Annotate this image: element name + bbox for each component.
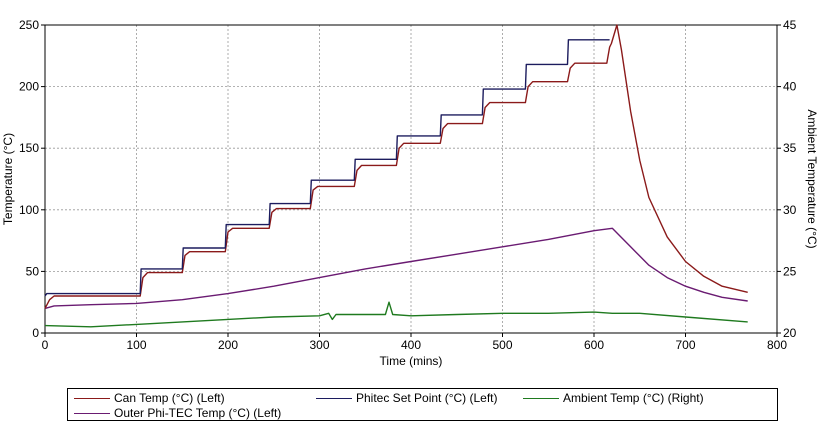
series-line-outer-phi-tec-temp-c-left <box>44 227 748 310</box>
legend-item-ambient: Ambient Temp (°C) (Right) <box>523 391 704 405</box>
legend-swatch <box>523 397 559 399</box>
y2-tick-label: 35 <box>783 141 797 155</box>
x-tick-label: 200 <box>218 338 238 352</box>
y2-tick-label: 20 <box>783 326 797 340</box>
x-tick-label: 600 <box>584 338 604 352</box>
legend-swatch <box>316 397 352 399</box>
y-tick-label: 150 <box>19 141 39 155</box>
legend-label: Phitec Set Point (°C) (Left) <box>356 391 498 405</box>
legend-label: Ambient Temp (°C) (Right) <box>563 391 704 405</box>
legend-item-set-point: Phitec Set Point (°C) (Left) <box>316 391 498 405</box>
y2-tick-label: 45 <box>783 18 797 32</box>
grid <box>45 25 777 333</box>
legend-label: Outer Phi-TEC Temp (°C) (Left) <box>114 406 282 420</box>
y-tick-label: 250 <box>19 18 39 32</box>
legend-swatch <box>74 412 110 414</box>
series-line-can-temp-c-left <box>44 24 748 309</box>
x-tick-label: 800 <box>767 338 787 352</box>
series-line-ambient-temp-c-right <box>44 301 748 328</box>
legend: Can Temp (°C) (Left) Phitec Set Point (°… <box>67 388 778 421</box>
x-tick-label: 300 <box>309 338 329 352</box>
legend-label: Can Temp (°C) (Left) <box>114 391 225 405</box>
y-axis-label: Temperature (°C) <box>1 133 15 225</box>
y-tick-label: 200 <box>19 80 39 94</box>
series-line-phitec-set-point-c-left <box>44 39 610 297</box>
y2-tick-label: 25 <box>783 264 797 278</box>
axis-ticks: 0 100 200 300 400 500 600 700 800 0 50 100 150 200 250… <box>19 18 797 352</box>
y-tick-label: 50 <box>26 264 40 278</box>
series-layer <box>44 24 748 328</box>
legend-item-can-temp: Can Temp (°C) (Left) <box>74 391 225 405</box>
y2-tick-label: 40 <box>783 80 797 94</box>
x-tick-label: 700 <box>675 338 695 352</box>
x-tick-label: 400 <box>401 338 421 352</box>
x-axis-label: Time (mins) <box>380 354 443 368</box>
y2-tick-label: 30 <box>783 203 797 217</box>
x-tick-label: 0 <box>42 338 49 352</box>
y2-axis-label: Ambient Temperature (°C) <box>805 109 819 248</box>
y-tick-label: 100 <box>19 203 39 217</box>
legend-item-outer-phitec: Outer Phi-TEC Temp (°C) (Left) <box>74 406 281 420</box>
x-tick-label: 500 <box>492 338 512 352</box>
x-tick-label: 100 <box>126 338 146 352</box>
y-tick-label: 0 <box>32 326 39 340</box>
legend-swatch <box>74 397 110 399</box>
